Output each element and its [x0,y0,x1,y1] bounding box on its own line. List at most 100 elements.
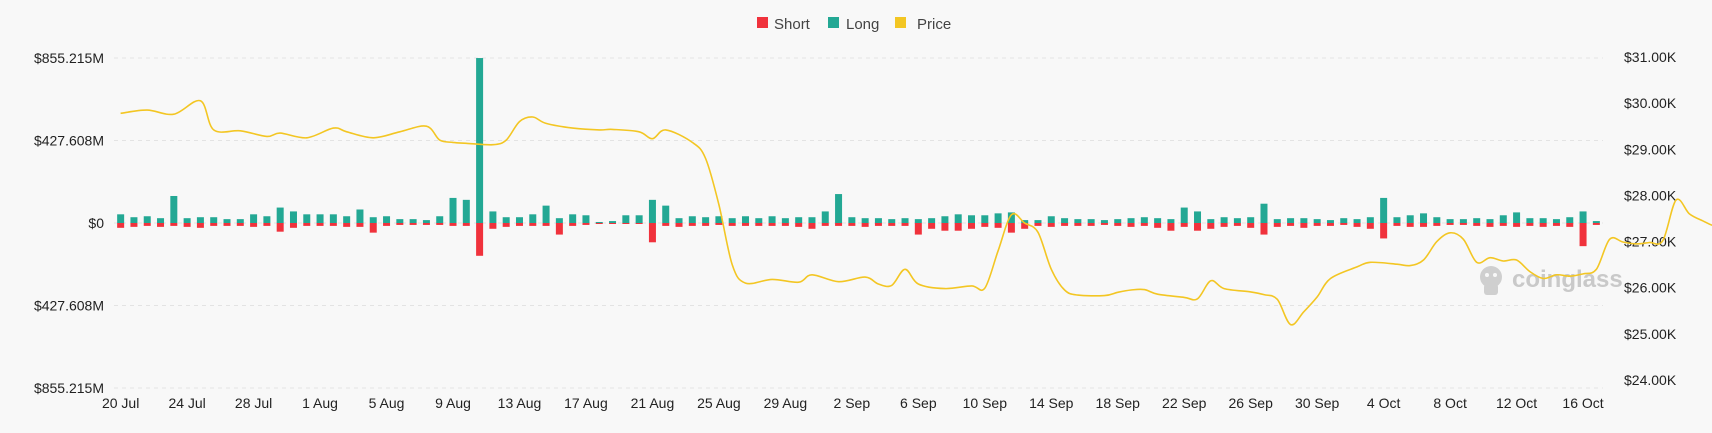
short-bar [210,223,218,226]
long-bar [422,220,430,223]
long-bar [901,218,909,223]
legend-item-price[interactable]: Price [895,16,951,33]
short-bar [276,223,284,232]
long-bar [529,214,537,223]
long-bar [1114,219,1122,223]
long-bar [622,215,630,223]
x-tick-label: 16 Oct [1562,395,1603,411]
long-bar [1007,212,1015,223]
long-bar [250,214,258,223]
x-tick-label: 25 Aug [697,395,741,411]
short-bar [1433,223,1441,226]
short-bar [835,223,843,226]
short-bar [1420,223,1428,227]
short-bar [476,223,484,256]
long-bar [768,216,776,223]
long-bar [821,211,829,223]
short-bar [662,223,670,226]
short-bar [157,223,165,227]
watermark-text: coinglass [1512,266,1623,293]
long-series [117,58,1600,224]
long-bar [1127,218,1135,223]
long-bar [1446,219,1454,223]
short-bar [1380,223,1388,239]
long-bar [1552,219,1560,223]
short-bar [582,223,590,225]
short-bar [117,223,125,228]
long-bar [1393,217,1401,223]
long-bar [874,218,882,223]
short-bar [1154,223,1162,228]
short-bar [303,223,311,226]
long-bar [383,216,391,223]
legend-swatch-short [757,17,768,28]
left-tick-label: $427.608M [34,133,104,149]
x-tick-label: 1 Aug [302,395,338,411]
long-bar [914,219,922,223]
short-bar [489,223,497,229]
long-bar [888,219,896,223]
short-bar [1207,223,1215,229]
long-bar [1273,219,1281,223]
short-bar [263,223,271,226]
long-bar [1513,212,1521,223]
long-bar [1260,203,1268,223]
long-bar [1539,218,1547,223]
short-bar [1100,223,1108,225]
right-tick-label: $27.00K [1624,234,1677,250]
long-bar [489,211,497,223]
long-bar [968,215,976,223]
short-bar [130,223,138,227]
legend-item-short[interactable]: Short [757,16,811,33]
short-bar [529,223,537,226]
short-bar [1007,223,1015,233]
long-bar [609,221,617,223]
long-bar [848,217,856,223]
short-bar [1167,223,1175,231]
long-bar [289,211,297,223]
short-bar [1233,223,1241,226]
short-bar [1366,223,1374,229]
long-bar [130,217,138,223]
short-bar [1300,223,1308,228]
long-bar [835,194,843,223]
x-tick-label: 8 Oct [1433,395,1467,411]
short-bar [808,223,816,229]
long-bar [1326,220,1334,223]
long-bar [303,214,311,223]
long-bar [781,218,789,223]
price-series [120,99,1712,326]
short-bar [555,223,563,235]
short-bar [542,223,550,226]
left-axis: $855.215M $427.608M $0 $427.608M $855.215M [34,50,104,396]
x-axis: 20 Jul 24 Jul 28 Jul 1 Aug 5 Aug 9 Aug 13 Aug 1… [102,395,1604,411]
long-bar [1167,219,1175,223]
x-tick-label: 24 Jul [168,395,205,411]
short-bar [1074,223,1082,226]
long-bar [582,215,590,223]
long-bar [1566,217,1574,223]
right-tick-label: $30.00K [1624,95,1677,111]
short-bar [436,223,444,225]
x-tick-label: 4 Oct [1367,395,1401,411]
short-bar [941,223,949,231]
short-bar [143,223,151,226]
long-bar [356,209,364,223]
long-bar [954,214,962,223]
long-bar [1592,221,1600,223]
short-bar [1326,223,1334,226]
long-bar [981,215,989,223]
watermark: coinglass [1480,266,1623,295]
short-bar [449,223,457,226]
long-bar [1034,220,1042,223]
legend-item-long[interactable]: Long [828,16,879,33]
x-tick-label: 22 Sep [1162,395,1207,411]
short-bar [994,223,1002,228]
long-bar [1459,219,1467,223]
long-bar [183,218,191,223]
short-bar [1353,223,1361,227]
short-bar [755,223,763,226]
long-bar [675,218,683,223]
short-bar [888,223,896,226]
